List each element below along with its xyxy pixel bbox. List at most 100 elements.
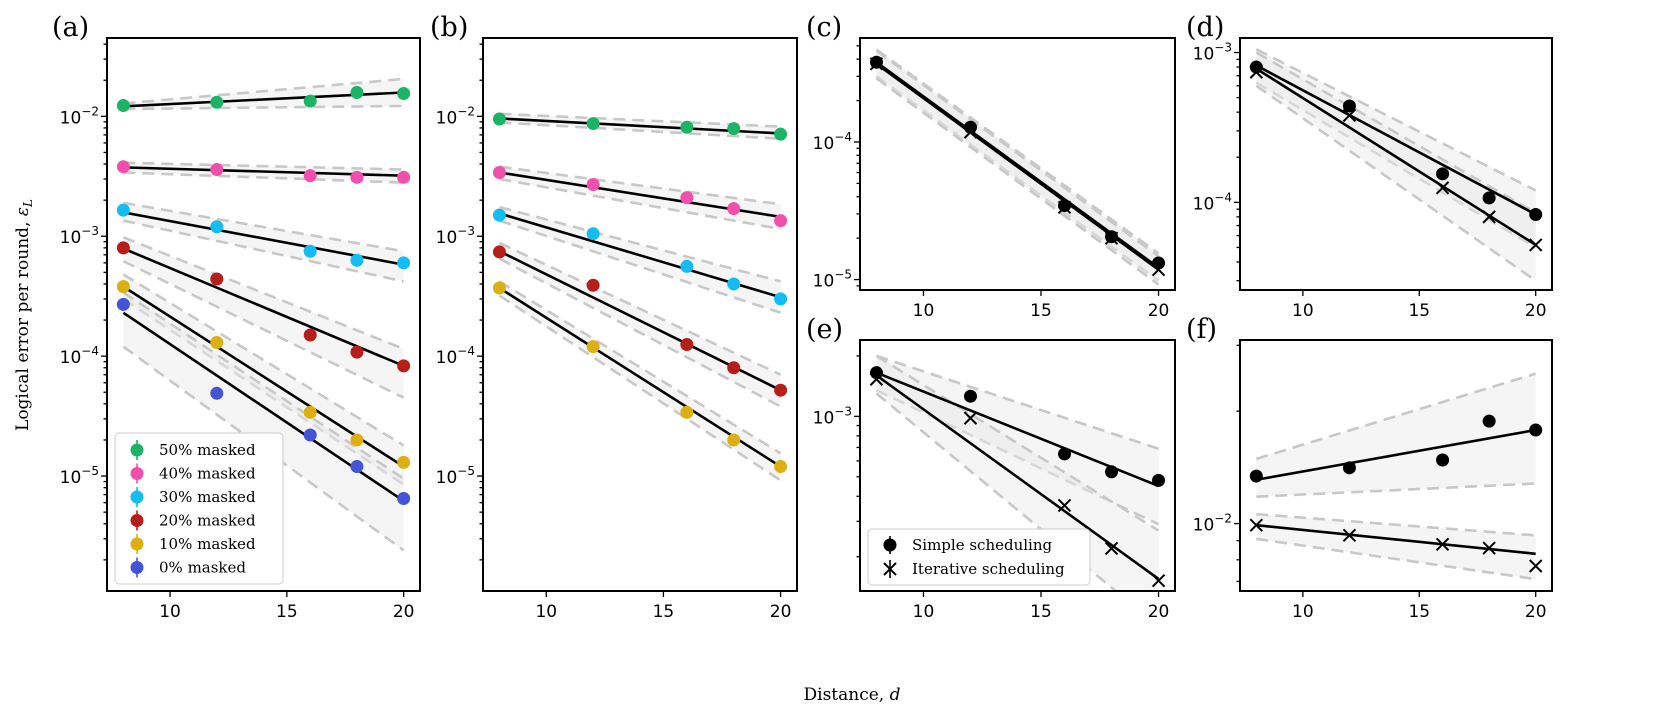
legend-label-iterative-scheduling: Iterative scheduling xyxy=(912,560,1065,578)
upper-bound-line-30pct-masked xyxy=(123,201,404,253)
panel-label-a: (a) xyxy=(52,12,89,43)
point-10pct-masked-d12 xyxy=(210,335,224,349)
point-stroke-b xyxy=(1249,518,1264,532)
fit-line-simple-scheduling xyxy=(1256,428,1536,482)
axes-frame-d xyxy=(1239,37,1553,291)
point-20pct-masked-d16 xyxy=(303,328,317,342)
lower-bound-line-iterative-scheduling xyxy=(875,392,1118,591)
point-stroke-b xyxy=(1482,210,1496,224)
x-tick-label-b-15: 15 xyxy=(653,602,675,622)
legend-label-0pct-masked: 0% masked xyxy=(159,559,246,577)
point-stroke-b xyxy=(1249,65,1264,79)
point-simple-scheduling-d18 xyxy=(1105,465,1119,479)
point-30pct-masked-d16 xyxy=(680,259,694,273)
upper-bound-line-iterative-scheduling xyxy=(1255,51,1537,215)
confidence-band-30pct-masked xyxy=(123,202,404,282)
point-0pct-masked-d20 xyxy=(397,491,411,505)
upper-bound-line-20pct-masked xyxy=(122,236,405,351)
point-iterative-scheduling-d12 xyxy=(963,411,978,425)
point-iterative-scheduling-d16 xyxy=(1435,537,1450,552)
point-40pct-masked-d18 xyxy=(727,202,741,216)
point-10pct-masked-d12 xyxy=(586,340,600,354)
point-simple-scheduling-d16 xyxy=(1058,199,1072,213)
point-20pct-masked-d16 xyxy=(680,338,694,352)
legend-label-simple-scheduling: Simple scheduling xyxy=(912,536,1052,554)
fit-line-iterative-scheduling xyxy=(1255,67,1537,246)
point-50pct-masked-d20 xyxy=(397,87,411,101)
point-iterative-scheduling-d16 xyxy=(1057,200,1072,215)
point-stroke-b xyxy=(1528,559,1543,573)
point-stroke-b xyxy=(1104,541,1119,556)
point-stroke-b xyxy=(1104,231,1119,245)
x-tick-label-a-20: 20 xyxy=(393,602,415,622)
point-10pct-masked-d18 xyxy=(727,433,741,447)
point-30pct-masked-d12 xyxy=(210,220,224,234)
y-axis-title: Logical error per round, εL xyxy=(13,199,35,431)
confidence-band-40pct-masked xyxy=(499,166,781,229)
point-iterative-scheduling-d12 xyxy=(1342,528,1357,543)
x-tick-label-d-15: 15 xyxy=(1408,301,1430,321)
point-50pct-masked-d8 xyxy=(116,99,130,113)
legend-label-30pct-masked: 30% masked xyxy=(159,488,256,506)
point-simple-scheduling-d18 xyxy=(1482,191,1496,205)
x-tick-label-e-10: 10 xyxy=(913,602,935,622)
point-simple-scheduling-d16 xyxy=(1058,447,1072,461)
lower-bound-line-50pct-masked xyxy=(499,121,781,141)
point-iterative-scheduling-d8 xyxy=(869,57,884,71)
plot-area-f xyxy=(1249,372,1543,581)
point-simple-scheduling-d20 xyxy=(1529,207,1543,221)
y-tick-label-a-e5: 10−5 xyxy=(60,464,99,488)
panel-e: 10 15 20 10−3 (e) Simple scheduling Iterative … xyxy=(806,314,1176,622)
point-simple-scheduling-d12 xyxy=(1342,99,1356,113)
point-simple-scheduling-d8 xyxy=(869,366,883,380)
x-tick-label-c-10: 10 xyxy=(913,301,935,321)
lower-bound-line-30pct-masked xyxy=(498,219,782,315)
point-iterative-scheduling-d20 xyxy=(1528,238,1543,252)
axes-frame-b xyxy=(482,37,798,592)
y-tick-label-a-e3: 10−3 xyxy=(60,224,99,248)
panel-label-f: (f) xyxy=(1186,314,1217,345)
point-stroke-b xyxy=(869,57,884,71)
point-stroke-b xyxy=(1057,200,1072,215)
y-tick-label-b-e5: 10−5 xyxy=(436,464,475,488)
point-10pct-masked-d16 xyxy=(303,405,317,419)
point-stroke-b xyxy=(1435,537,1450,552)
point-40pct-masked-d12 xyxy=(586,178,600,192)
point-iterative-scheduling-d18 xyxy=(1482,541,1496,555)
x-tick-label-a-15: 15 xyxy=(276,602,298,622)
point-simple-scheduling-d18 xyxy=(1482,414,1496,428)
lower-bound-line-30pct-masked xyxy=(123,219,404,283)
lower-bound-line-50pct-masked xyxy=(123,104,404,111)
point-stroke-b xyxy=(1528,238,1543,252)
point-20pct-masked-d8 xyxy=(492,245,506,259)
panel-label-e: (e) xyxy=(806,314,843,345)
upper-bound-line-iterative-scheduling xyxy=(875,354,1160,532)
point-20pct-masked-d12 xyxy=(586,278,600,292)
point-stroke-b xyxy=(1482,541,1496,555)
point-10pct-masked-d18 xyxy=(350,433,364,447)
x-tick-label-f-10: 10 xyxy=(1292,602,1314,622)
point-stroke-b xyxy=(963,411,978,425)
point-simple-scheduling-d20 xyxy=(1152,473,1166,487)
fit-line-iterative-scheduling xyxy=(875,374,1160,581)
point-20pct-masked-d20 xyxy=(397,359,411,373)
panel-label-b: (b) xyxy=(430,12,468,43)
point-simple-scheduling-d8 xyxy=(1249,469,1263,483)
point-30pct-masked-d18 xyxy=(727,277,741,291)
upper-bound-line-iterative-scheduling xyxy=(875,49,1160,258)
point-50pct-masked-d16 xyxy=(303,94,317,108)
point-20pct-masked-d18 xyxy=(727,361,741,375)
x-tick-label-e-15: 15 xyxy=(1030,602,1052,622)
y-tick-label-b-e3: 10−3 xyxy=(436,224,475,248)
point-simple-scheduling-d16 xyxy=(1436,453,1450,467)
point-30pct-masked-d20 xyxy=(774,292,788,306)
confidence-band-simple-scheduling xyxy=(1256,373,1536,497)
point-simple-scheduling-d8 xyxy=(869,55,883,69)
point-50pct-masked-d18 xyxy=(727,122,741,136)
point-20pct-masked-d12 xyxy=(210,272,224,286)
point-0pct-masked-d12 xyxy=(210,386,224,400)
x-tick-label-e-20: 20 xyxy=(1148,602,1170,622)
y-tick-label-a-e4: 10−4 xyxy=(60,344,99,368)
y-tick-label-b-e4: 10−4 xyxy=(436,344,475,368)
